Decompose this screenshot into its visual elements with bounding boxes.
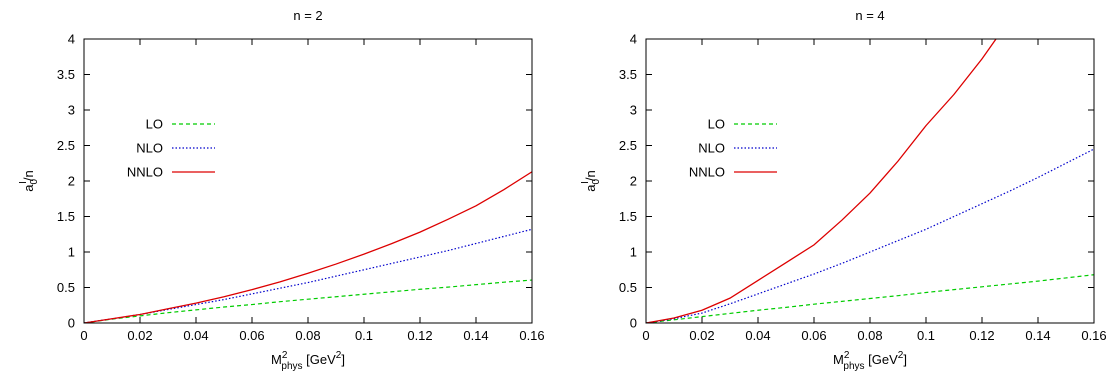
plot-frame	[83, 38, 533, 324]
series-line-lo	[646, 274, 1094, 323]
chart-title: n = 2	[293, 8, 322, 23]
y-tick-label: 2.5	[57, 138, 75, 153]
y-tick-label: 1	[68, 245, 75, 260]
y-tick-label: 1	[630, 245, 637, 260]
x-tick-label: 0.08	[295, 328, 320, 343]
x-tick-label: 0.08	[857, 328, 882, 343]
legend-label-nnlo: NNLO	[689, 165, 725, 180]
series-line-nlo	[646, 148, 1094, 323]
x-axis: 0 0.02 0.04 0.06 0.08 0.1 0.12 0.14 0.16	[80, 39, 545, 343]
y-tick-label: 0.5	[57, 280, 75, 295]
y-axis: 0 0.5 1 1.5 2 2.5 3 3.5 4	[619, 32, 1094, 331]
x-tick-label: 0.14	[463, 328, 488, 343]
y-tick-label: 0	[630, 316, 637, 331]
y-tick-label: 1.5	[57, 209, 75, 224]
series-line-nnlo	[646, 39, 997, 323]
y-tick-label: 1.5	[619, 209, 637, 224]
x-tick-label: 0.06	[239, 328, 264, 343]
chart-panel-1: n = 2 0 0.02 0.04 0.06 0.08 0.1 0.12 0.14 0.16 0 0.…	[18, 8, 545, 372]
x-axis: 0 0.02 0.04 0.06 0.08 0.1 0.12 0.14 0.16	[642, 39, 1107, 343]
legend-label-nlo: NLO	[136, 141, 163, 156]
x-tick-label: 0.14	[1025, 328, 1050, 343]
y-axis-title: a0I/n	[18, 170, 40, 191]
x-tick-label: 0.02	[689, 328, 714, 343]
legend: LO NLO NNLO	[127, 117, 215, 180]
legend-label-nnlo: NNLO	[127, 165, 163, 180]
legend-label-nlo: NLO	[698, 141, 725, 156]
y-axis: 0 0.5 1 1.5 2 2.5 3 3.5 4	[57, 32, 532, 331]
x-tick-label: 0	[642, 328, 649, 343]
legend-label-lo: LO	[146, 117, 163, 132]
x-tick-label: 0.1	[917, 328, 935, 343]
series-line-lo	[84, 279, 532, 323]
y-tick-label: 3.5	[57, 67, 75, 82]
y-tick-label: 0	[68, 316, 75, 331]
y-tick-label: 2	[630, 174, 637, 189]
y-tick-label: 3.5	[619, 67, 637, 82]
x-tick-label: 0.16	[519, 328, 544, 343]
x-axis-title: M2 phys [GeV2]	[833, 350, 907, 372]
series-line-nnlo	[84, 171, 532, 323]
y-tick-label: 2.5	[619, 138, 637, 153]
y-tick-label: 0.5	[619, 280, 637, 295]
y-tick-label: 3	[68, 103, 75, 118]
y-tick-label: 4	[68, 32, 75, 47]
x-tick-label: 0.04	[183, 328, 208, 343]
y-tick-label: 3	[630, 103, 637, 118]
x-tick-label: 0	[80, 328, 87, 343]
legend: LO NLO NNLO	[689, 117, 777, 180]
series-lines	[646, 39, 1094, 323]
y-axis-title: a0I/n	[580, 170, 602, 191]
x-tick-label: 0.16	[1081, 328, 1106, 343]
series-lines	[84, 171, 532, 323]
y-tick-label: 2	[68, 174, 75, 189]
x-tick-label: 0.12	[969, 328, 994, 343]
x-tick-label: 0.12	[407, 328, 432, 343]
x-tick-label: 0.06	[801, 328, 826, 343]
series-line-nlo	[84, 228, 532, 323]
x-tick-label: 0.04	[745, 328, 770, 343]
x-axis-title: M2 phys [GeV2]	[271, 350, 345, 372]
chart-title: n = 4	[855, 8, 884, 23]
plot-frame	[645, 38, 1095, 324]
x-tick-label: 0.1	[355, 328, 373, 343]
chart-panel-2: n = 4 0 0.02 0.04 0.06 0.08 0.1 0.12 0.14 0.16 0 0.…	[580, 8, 1107, 372]
legend-label-lo: LO	[708, 117, 725, 132]
y-tick-label: 4	[630, 32, 637, 47]
x-tick-label: 0.02	[127, 328, 152, 343]
